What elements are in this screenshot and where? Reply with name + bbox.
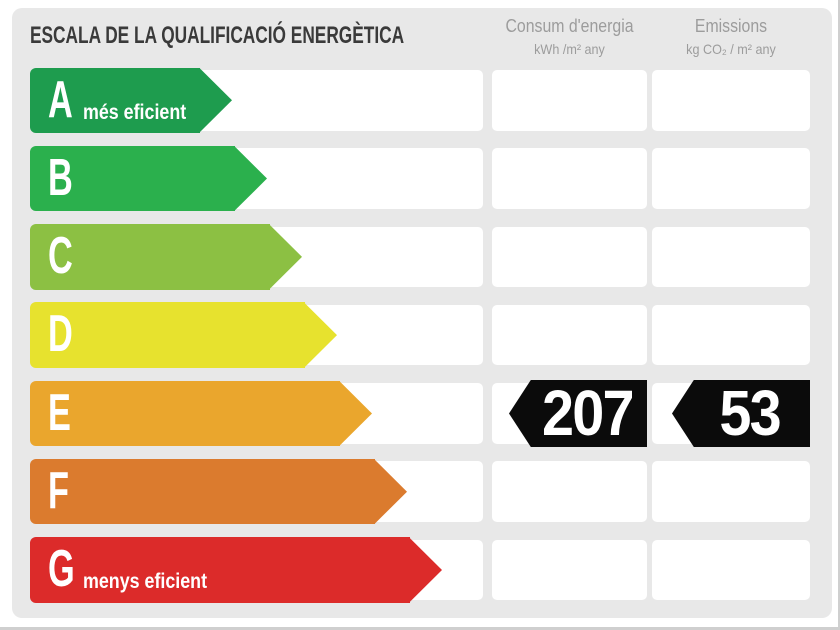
consum-cell: [492, 304, 647, 366]
consum-cell: [492, 226, 647, 288]
rating-note: més eficient: [83, 100, 187, 124]
page-title-text: ESCALA DE LA QUALIFICACIÓ ENERGÈTICA: [30, 22, 405, 49]
emissions-cell: [652, 539, 810, 601]
bar-body: F: [30, 458, 375, 525]
rating-bar-a: A més eficient: [30, 67, 232, 133]
rating-letter: C: [48, 227, 73, 286]
emissions-value: 53: [719, 377, 782, 450]
rating-letter: F: [48, 461, 69, 520]
consum-header-unit: kWh /m² any: [534, 40, 605, 57]
rating-bar-f: F: [30, 458, 407, 525]
rating-bar-e: E: [30, 380, 372, 447]
rating-letter: B: [48, 148, 73, 207]
rating-row-a: A més eficient: [30, 67, 810, 133]
rating-row-b: B: [30, 145, 810, 212]
consum-value: 207: [541, 377, 634, 450]
rating-row-e: E 207 53: [30, 379, 810, 448]
rating-letter: D: [48, 305, 73, 364]
rating-rows: A més eficient B C: [30, 67, 810, 618]
emissions-value-badge: 53: [672, 377, 810, 450]
arrow-right-icon: [269, 224, 302, 290]
bar-body: D: [30, 302, 305, 368]
emissions-cell: [652, 70, 810, 131]
consum-cell: [492, 461, 647, 522]
arrow-right-icon: [304, 302, 337, 368]
bar-body: C: [30, 224, 270, 290]
rating-bar-d: D: [30, 302, 337, 368]
rating-note: menys eficient: [83, 570, 208, 594]
consum-cell: [492, 539, 647, 601]
consum-column-header: Consum d'energia kWh /m² any: [481, 16, 658, 57]
rating-row-g: G menys eficient: [30, 537, 810, 603]
arrow-right-icon: [234, 145, 267, 212]
bar-body: G menys eficient: [30, 537, 410, 603]
emissions-header-unit: kg CO₂ / m² any: [686, 40, 776, 57]
rating-letter: G: [48, 540, 75, 599]
bar-body: A més eficient: [30, 67, 200, 133]
consum-value-badge: 207: [509, 377, 647, 450]
rating-bar-c: C: [30, 224, 302, 290]
consum-cell: [492, 148, 647, 209]
consum-header-label: Consum d'energia: [505, 16, 634, 36]
emissions-cell: [652, 148, 810, 209]
page-title: ESCALA DE LA QUALIFICACIÓ ENERGÈTICA: [30, 24, 550, 48]
arrow-right-icon: [409, 537, 442, 603]
rating-row-c: C: [30, 224, 810, 290]
rating-row-f: F: [30, 458, 810, 525]
consum-cell: [492, 70, 647, 131]
emissions-cell: [652, 304, 810, 366]
emissions-cell: [652, 226, 810, 288]
bar-body: E: [30, 380, 340, 447]
rating-letter: A: [48, 70, 73, 129]
rating-bar-g: G menys eficient: [30, 537, 442, 603]
rating-letter: E: [48, 383, 71, 442]
emissions-column-header: Emissions kg CO₂ / m² any: [645, 16, 817, 57]
rating-bar-b: B: [30, 145, 267, 212]
arrow-right-icon: [199, 67, 232, 133]
arrow-right-icon: [374, 458, 407, 525]
emissions-header-label: Emissions: [694, 16, 768, 36]
bar-body: B: [30, 145, 235, 212]
emissions-cell: [652, 461, 810, 522]
rating-row-d: D: [30, 302, 810, 368]
arrow-right-icon: [339, 380, 372, 447]
